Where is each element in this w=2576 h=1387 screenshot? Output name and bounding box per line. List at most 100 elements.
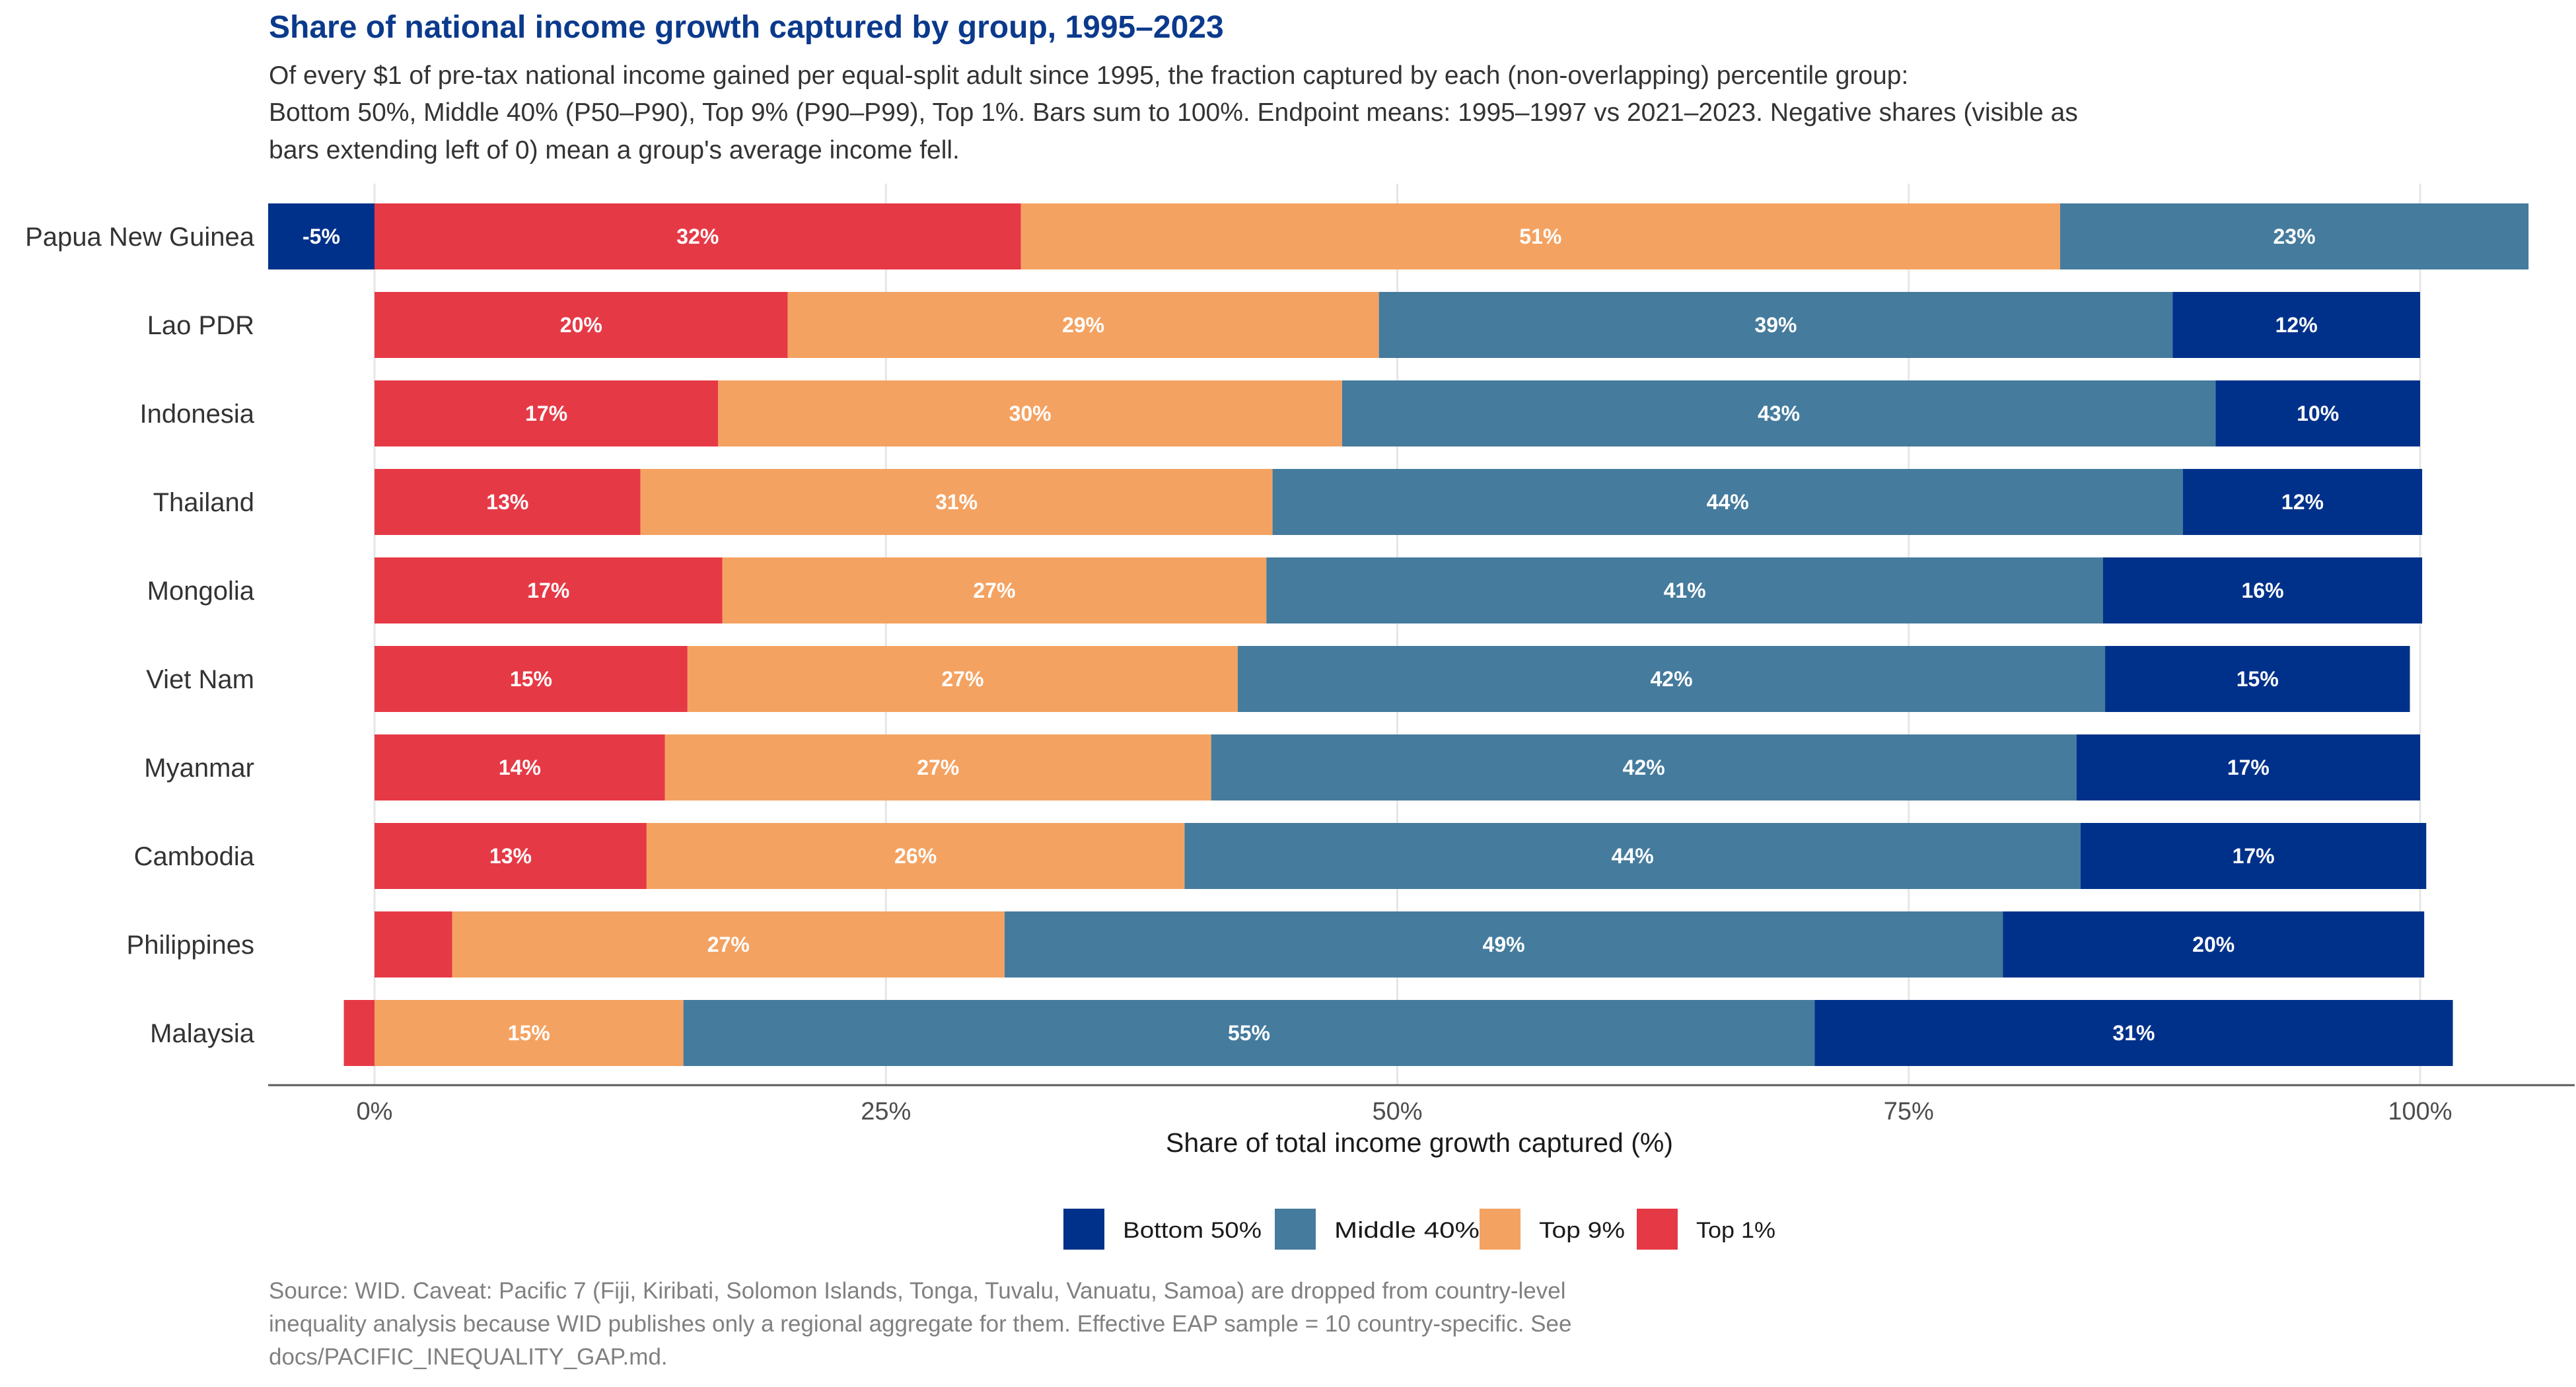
bar-segment-papua-new-guinea-bottom-50 — [268, 203, 375, 269]
bar-segment-indonesia-top-1 — [375, 380, 719, 446]
bar-segment-philippines-middle-40 — [1004, 911, 2003, 978]
country-label-myanmar: Myanmar — [144, 754, 254, 783]
legend-label-bottom-50: Bottom 50% — [1123, 1218, 1262, 1243]
x-tick-label: 0% — [357, 1098, 393, 1125]
x-axis-ticks: 0% 25% 50% 75% 100% — [357, 1098, 2452, 1125]
bar-segment-indonesia-top-1-label: 17% — [525, 402, 567, 425]
country-label-indonesia: Indonesia — [140, 400, 255, 429]
bar-segment-mongolia-top-9-label: 27% — [973, 579, 1015, 602]
bar-segment-mongolia-bottom-50 — [2102, 557, 2423, 623]
country-label-philippines: Philippines — [127, 931, 254, 960]
bar-segment-lao-pdr-middle-40 — [1378, 292, 2173, 358]
legend-swatch-middle-40 — [1275, 1209, 1316, 1250]
bar-segment-papua-new-guinea-bottom-50-label: -5% — [303, 225, 340, 248]
country-label-lao-pdr: Lao PDR — [147, 311, 254, 340]
bar-segment-viet-nam-top-1-label: 15% — [510, 667, 552, 691]
bar-segment-malaysia-middle-40-label: 55% — [1228, 1021, 1270, 1045]
bar-segment-mongolia-middle-40 — [1266, 557, 2103, 623]
legend-label-top-1: Top 1% — [1696, 1218, 1775, 1243]
bar-segment-cambodia-top-9 — [646, 823, 1185, 889]
country-label-malaysia: Malaysia — [150, 1019, 255, 1048]
bars: 32% 51% 23% -5% 20% 29% 39% 12% 17% 30% 43% 10% 13% 3… — [268, 203, 2529, 1066]
bar-segment-malaysia-bottom-50-label: 31% — [2112, 1021, 2155, 1045]
bar-segment-thailand-middle-40 — [1272, 469, 2183, 535]
bar-segment-viet-nam-bottom-50 — [2105, 646, 2410, 712]
bar-segment-cambodia-middle-40 — [1184, 823, 2081, 889]
bar-segment-mongolia-top-1 — [375, 557, 723, 623]
chart-subtitle-line-3: bars extending left of 0) mean a group's… — [269, 136, 960, 164]
bar-segment-lao-pdr-top-9-label: 29% — [1062, 313, 1104, 337]
legend-label-top-9: Top 9% — [1539, 1218, 1625, 1243]
bar-segment-philippines-bottom-50 — [2003, 911, 2425, 978]
bar-segment-philippines-middle-40-label: 49% — [1483, 933, 1525, 956]
bar-segment-mongolia-top-9 — [722, 557, 1267, 623]
bar-segment-indonesia-top-9 — [718, 380, 1342, 446]
bar-segment-malaysia-top-9-label: 15% — [508, 1021, 550, 1045]
bar-segment-philippines-bottom-50-label: 20% — [2192, 933, 2235, 956]
bar-segment-thailand-top-1-label: 13% — [486, 490, 528, 514]
bar-segment-myanmar-middle-40 — [1211, 734, 2077, 800]
bar-segment-papua-new-guinea-top-1-label: 32% — [676, 225, 719, 248]
bar-segment-viet-nam-middle-40-label: 42% — [1650, 667, 1692, 691]
bar-segment-lao-pdr-top-9 — [787, 292, 1379, 358]
bar-segment-malaysia-top-9 — [375, 1000, 684, 1066]
bar-segment-myanmar-top-1 — [375, 734, 665, 800]
x-axis-label: Share of total income growth captured (%… — [1166, 1127, 1673, 1158]
country-label-thailand: Thailand — [153, 488, 254, 517]
bar-segment-cambodia-bottom-50 — [2080, 823, 2427, 889]
bar-segment-myanmar-bottom-50-label: 17% — [2227, 756, 2270, 779]
bar-segment-viet-nam-bottom-50-label: 15% — [2236, 667, 2279, 691]
bar-segment-thailand-top-1 — [375, 469, 641, 535]
legend-label-middle-40: Middle 40% — [1334, 1218, 1480, 1243]
country-label-viet-nam: Viet Nam — [146, 665, 254, 694]
bar-segment-lao-pdr-bottom-50 — [2172, 292, 2420, 358]
bar-segment-myanmar-top-1-label: 14% — [499, 756, 541, 779]
legend-swatch-top-9 — [1480, 1209, 1521, 1250]
bar-segment-myanmar-top-9-label: 27% — [917, 756, 959, 779]
bar-segment-indonesia-bottom-50-label: 10% — [2297, 402, 2339, 425]
bar-segment-indonesia-top-9-label: 30% — [1009, 402, 1052, 425]
bar-segment-indonesia-middle-40-label: 43% — [1758, 402, 1800, 425]
bar-segment-thailand-bottom-50 — [2182, 469, 2423, 535]
country-label-mongolia: Mongolia — [147, 577, 255, 606]
bar-segment-thailand-bottom-50-label: 12% — [2281, 490, 2324, 514]
bar-segment-myanmar-top-9 — [664, 734, 1211, 800]
bar-segment-viet-nam-top-1 — [375, 646, 688, 712]
bar-segment-thailand-middle-40-label: 44% — [1707, 490, 1749, 514]
caption-line-2: inequality analysis because WID publishe… — [269, 1311, 1571, 1337]
bar-segment-thailand-top-9-label: 31% — [935, 490, 978, 514]
bar-segment-mongolia-middle-40-label: 41% — [1664, 579, 1706, 602]
x-tick-label: 25% — [861, 1098, 911, 1125]
bar-segment-malaysia-top-1 — [343, 1000, 375, 1066]
bar-segment-malaysia-middle-40 — [683, 1000, 1815, 1066]
bar-segment-cambodia-middle-40-label: 44% — [1612, 844, 1654, 868]
chart-title: Share of national income growth captured… — [269, 10, 1224, 45]
legend-swatch-bottom-50 — [1063, 1209, 1104, 1250]
x-tick-label: 75% — [1884, 1098, 1934, 1125]
bar-segment-papua-new-guinea-middle-40 — [2059, 203, 2529, 269]
bar-segment-viet-nam-middle-40 — [1237, 646, 2106, 712]
bar-segment-thailand-top-9 — [640, 469, 1273, 535]
caption-line-1: Source: WID. Caveat: Pacific 7 (Fiji, Ki… — [269, 1278, 1566, 1304]
bar-segment-papua-new-guinea-top-9 — [1020, 203, 2060, 269]
bar-segment-papua-new-guinea-top-1 — [375, 203, 1021, 269]
bar-segment-myanmar-middle-40-label: 42% — [1623, 756, 1665, 779]
bar-segment-malaysia-bottom-50 — [1814, 1000, 2453, 1066]
x-tick-label: 100% — [2388, 1098, 2452, 1125]
chart-subtitle-line-2: Bottom 50%, Middle 40% (P50–P90), Top 9%… — [269, 98, 2078, 127]
bar-segment-myanmar-bottom-50 — [2076, 734, 2420, 800]
caption-line-3: docs/PACIFIC_INEQUALITY_GAP.md. — [269, 1344, 668, 1370]
bar-segment-mongolia-bottom-50-label: 16% — [2242, 579, 2284, 602]
bar-segment-viet-nam-top-9 — [687, 646, 1238, 712]
bar-segment-papua-new-guinea-middle-40-label: 23% — [2273, 225, 2316, 248]
bar-segment-indonesia-middle-40 — [1342, 380, 2216, 446]
country-label-cambodia: Cambodia — [134, 842, 255, 871]
legend-swatch-top-1 — [1637, 1209, 1678, 1250]
bar-segment-philippines-top-9 — [452, 911, 1005, 978]
legend: Bottom 50% Middle 40% Top 9% Top 1% — [1063, 1209, 1775, 1250]
country-labels: Papua New Guinea Lao PDR Indonesia Thailand… — [25, 223, 255, 1048]
bar-segment-indonesia-bottom-50 — [2215, 380, 2420, 446]
bar-segment-cambodia-top-1-label: 13% — [489, 844, 532, 868]
bar-segment-papua-new-guinea-top-9-label: 51% — [1519, 225, 1561, 248]
bar-segment-lao-pdr-middle-40-label: 39% — [1754, 313, 1797, 337]
